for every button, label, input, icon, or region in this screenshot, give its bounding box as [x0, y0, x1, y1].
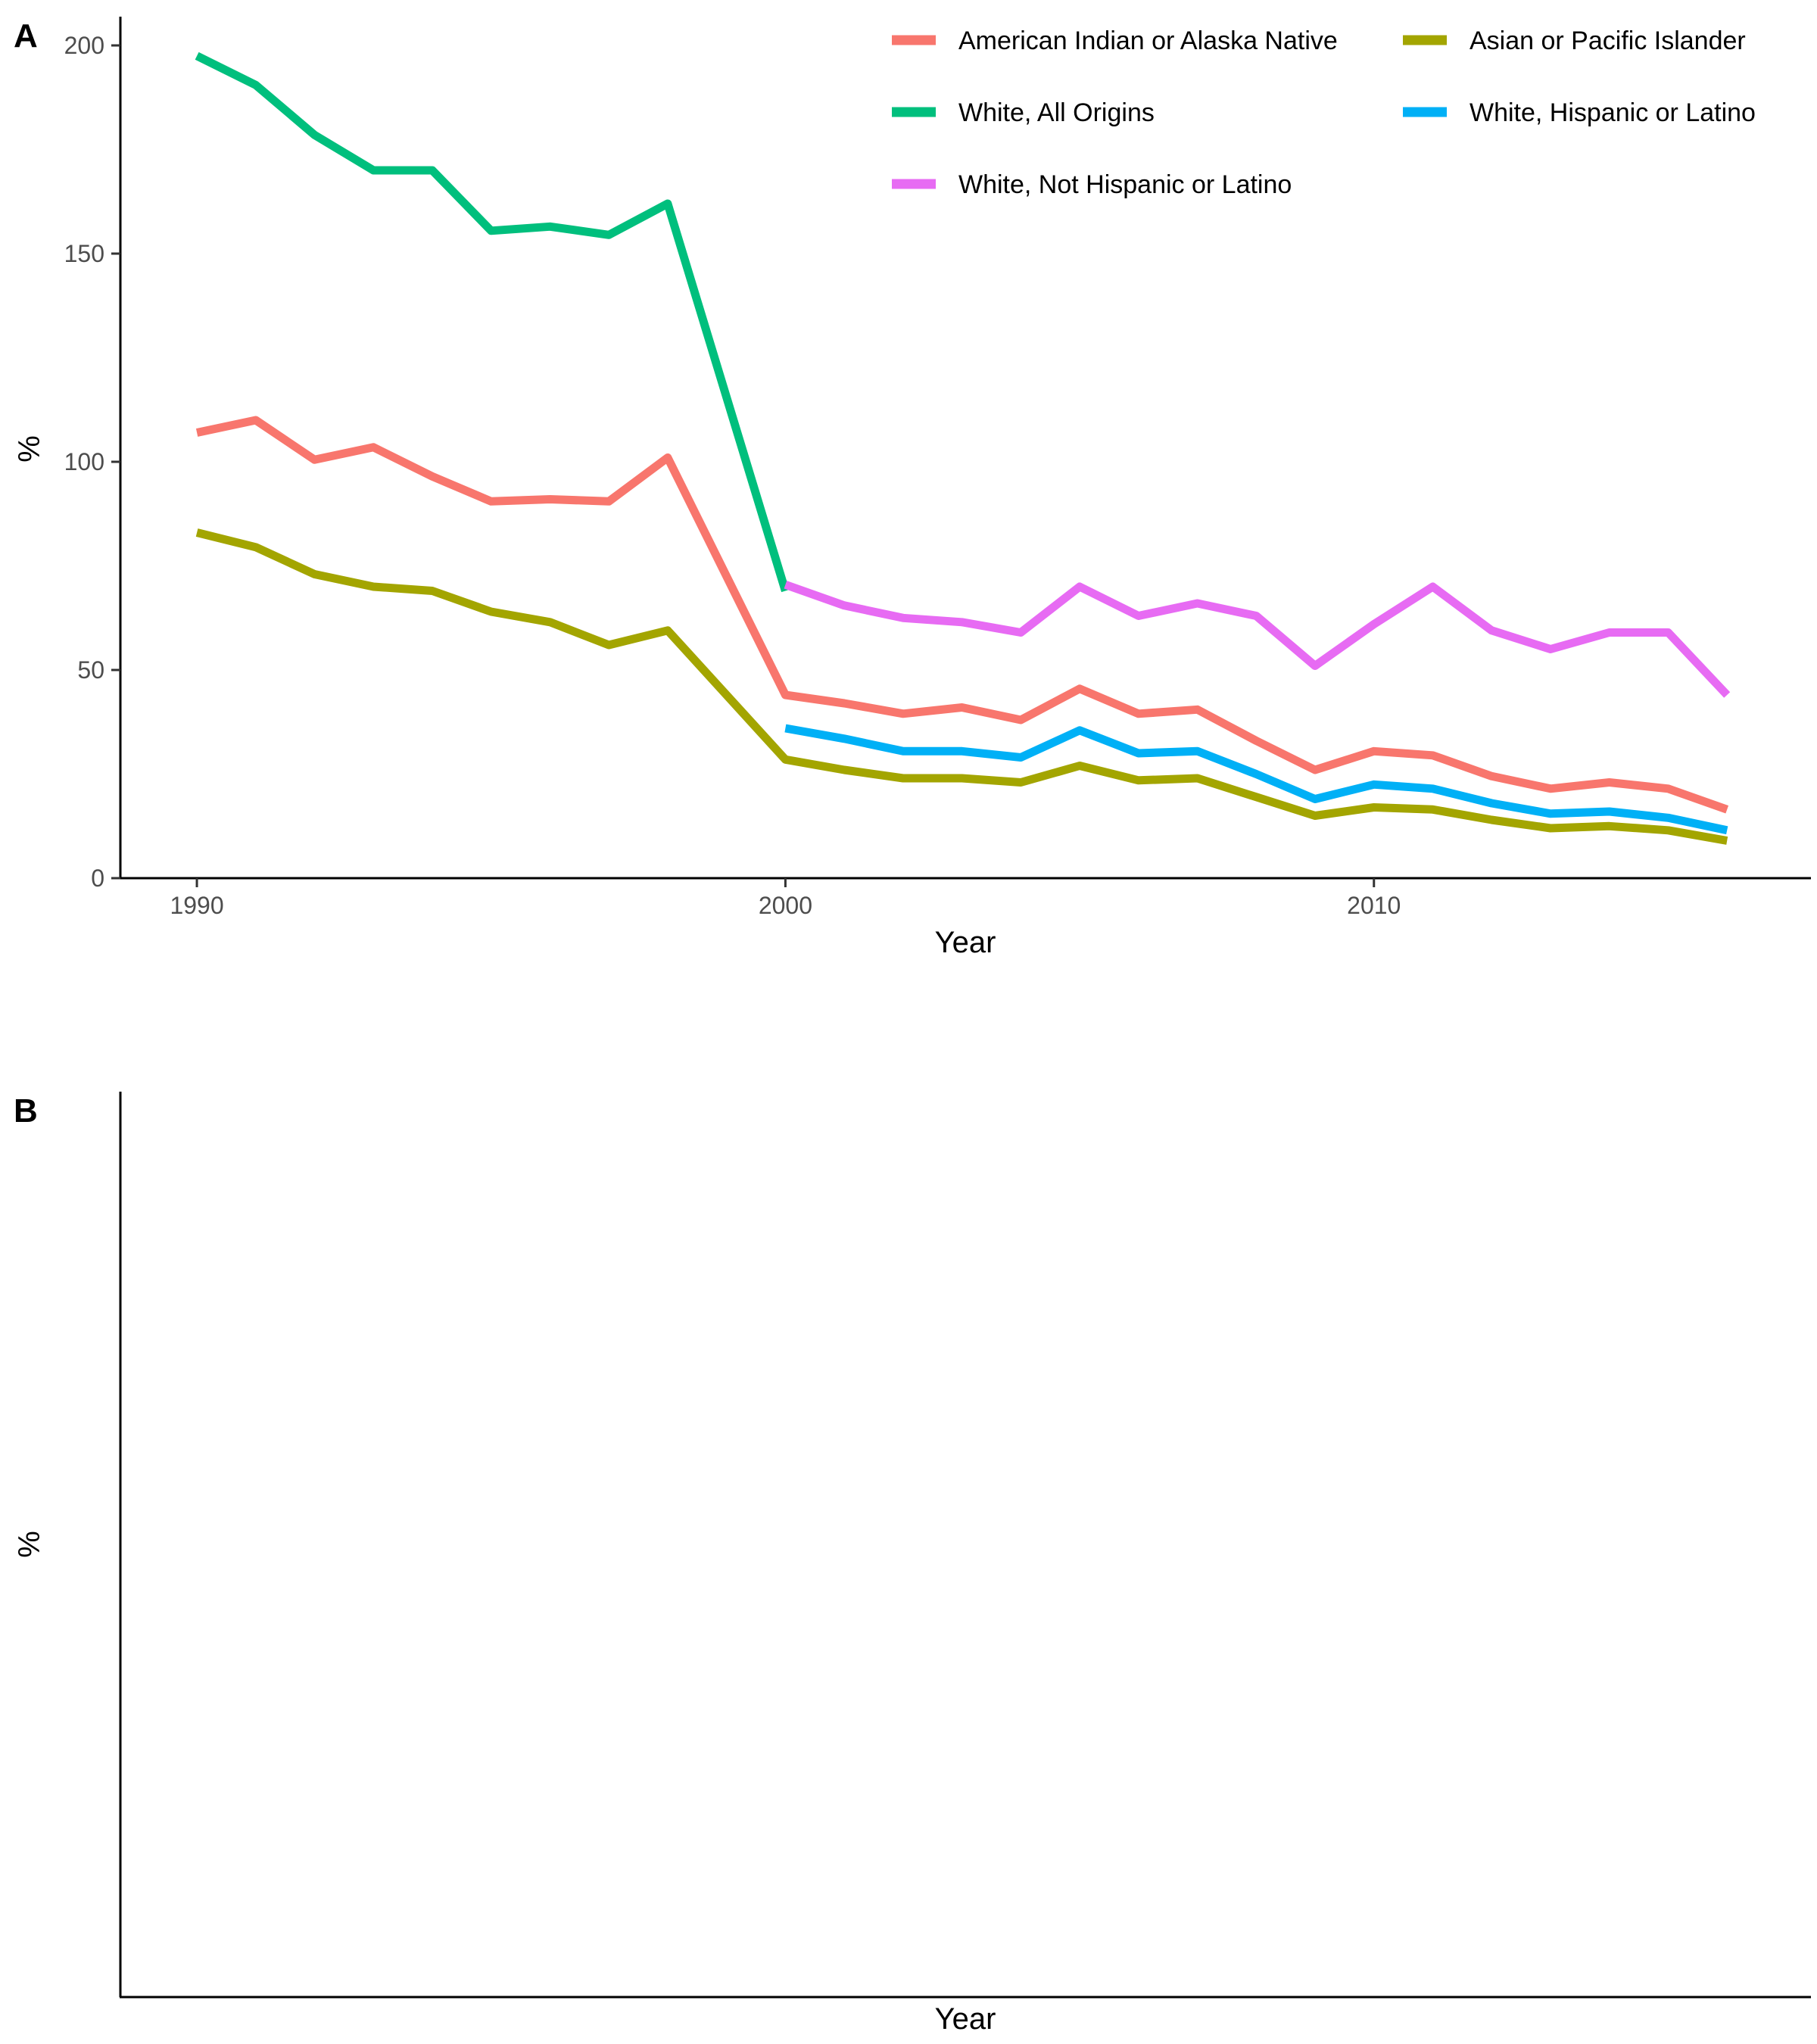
- series-line-white-all-origins: [195, 51, 790, 593]
- y-tick-label-0: 0: [91, 865, 104, 892]
- y-tick-label-200: 200: [64, 32, 104, 59]
- panel-a-x-title: Year: [935, 926, 996, 959]
- series-line-white-hispanic-or-latino: [784, 724, 1728, 835]
- panel-b-x-title: Year: [935, 2002, 996, 2036]
- x-tick-label-2010: 2010: [1347, 892, 1401, 919]
- panel-a-x-ticks: 1990 2000 2010: [170, 878, 1401, 919]
- x-tick-label-1990: 1990: [170, 892, 223, 919]
- series-line-asian-or-pacific-islander: [195, 528, 1728, 845]
- series-line-white-not-hispanic-or-latino: [784, 581, 1731, 698]
- y-tick-label-100: 100: [64, 448, 104, 475]
- legend-label-white-hispanic: White, Hispanic or Latino: [1469, 98, 1756, 127]
- legend-label-american-indian: American Indian or Alaska Native: [958, 26, 1338, 55]
- legend-label-white-not-hispanic: White, Not Hispanic or Latino: [958, 170, 1292, 199]
- legend-label-asian-pacific: Asian or Pacific Islander: [1469, 26, 1746, 55]
- x-tick-label-2000: 2000: [759, 892, 812, 919]
- panel-b-label: B: [14, 1092, 38, 1129]
- y-tick-label-150: 150: [64, 240, 104, 267]
- panel-a-lines: [195, 51, 1731, 845]
- legend-label-white-all: White, All Origins: [958, 98, 1155, 127]
- panel-b: B Year %: [13, 1092, 1811, 2036]
- panel-a-y-title: %: [13, 435, 46, 463]
- panel-a: A 0 50 100 150 200 1990 2000 2010 Year % Ameri…: [13, 17, 1811, 959]
- series-line-american-indian-or-alaska-native: [195, 416, 1729, 814]
- y-tick-label-50: 50: [77, 656, 104, 684]
- panel-a-label: A: [14, 17, 38, 55]
- panel-b-y-title: %: [13, 1531, 46, 1558]
- panel-a-y-ticks: 0 50 100 150 200: [64, 32, 120, 892]
- legend: American Indian or Alaska Native Asian o…: [892, 26, 1756, 199]
